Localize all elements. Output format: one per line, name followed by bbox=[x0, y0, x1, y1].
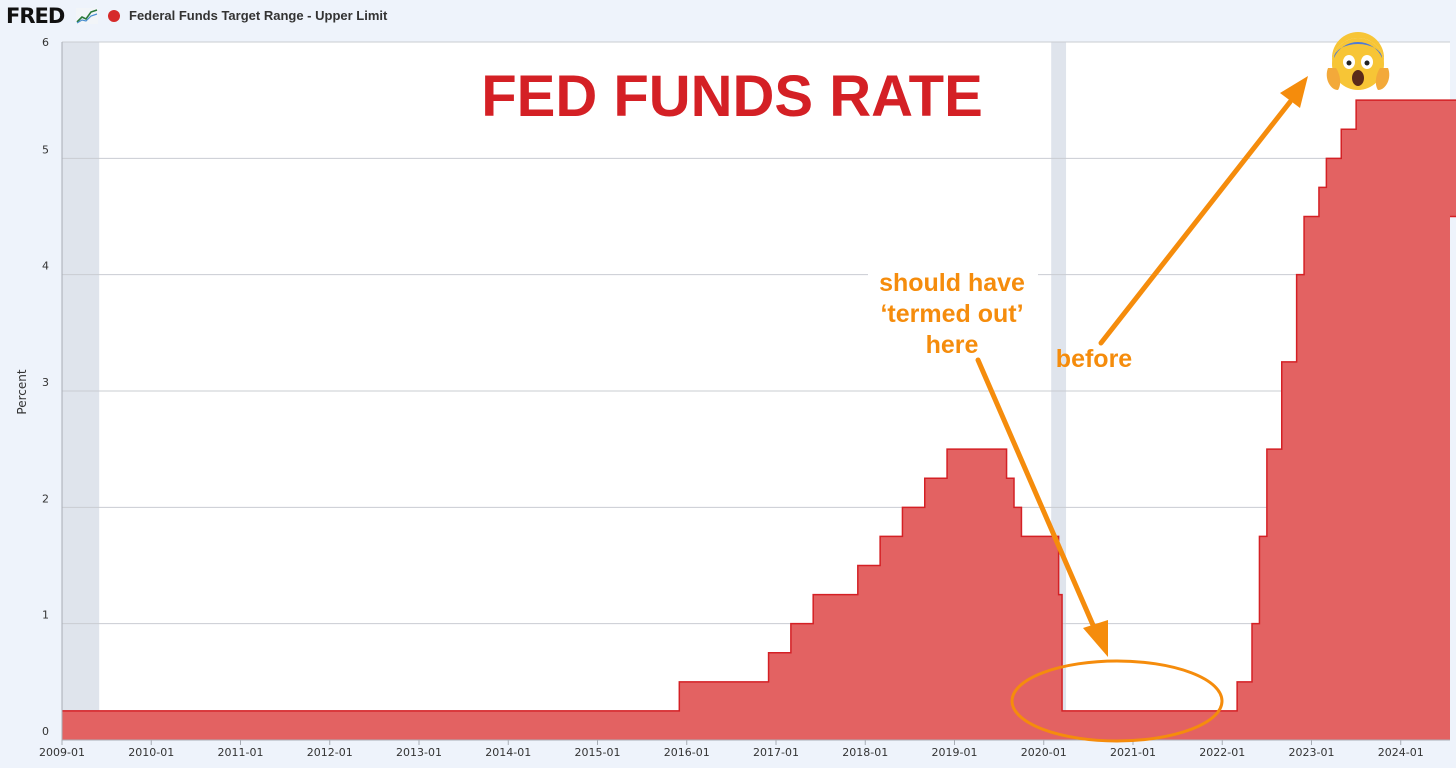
note-line-3: here bbox=[926, 331, 979, 359]
x-tick-label-11: 2020-01 bbox=[1021, 746, 1067, 759]
y-tick-labels: 0 1 2 3 4 5 6 bbox=[42, 36, 49, 738]
x-tick-label-3: 2012-01 bbox=[307, 746, 353, 759]
legend-marker bbox=[108, 10, 120, 22]
screaming-face-icon bbox=[1326, 32, 1390, 90]
y-tick-label-5: 5 bbox=[42, 143, 49, 156]
arrow-down-head bbox=[1083, 620, 1108, 657]
before-note: before bbox=[1056, 345, 1133, 373]
fred-logo[interactable]: FRED bbox=[6, 4, 65, 28]
data-series bbox=[62, 99, 1456, 740]
y-tick-label-6: 6 bbox=[42, 36, 49, 49]
y-axis-label: Percent bbox=[15, 369, 29, 414]
y-tick-label-4: 4 bbox=[42, 260, 49, 273]
x-tick-label-6: 2015-01 bbox=[575, 746, 621, 759]
y-tick-label-3: 3 bbox=[42, 376, 49, 389]
axes bbox=[61, 42, 1450, 741]
x-tick-label-9: 2018-01 bbox=[842, 746, 888, 759]
x-tick-label-1: 2010-01 bbox=[128, 746, 174, 759]
x-tick-label-7: 2016-01 bbox=[664, 746, 710, 759]
x-tick-labels: 2009-01 2010-01 2011-01 2012-01 2013-01 2014-… bbox=[39, 740, 1424, 759]
x-tick-label-15: 2024-01 bbox=[1378, 746, 1424, 759]
series-area bbox=[62, 100, 1456, 740]
x-tick-label-14: 2023-01 bbox=[1289, 746, 1335, 759]
note-line-2: ‘termed out’ bbox=[880, 300, 1023, 328]
highlight-ellipse bbox=[1010, 659, 1224, 743]
x-tick-label-2: 2011-01 bbox=[218, 746, 264, 759]
chart-title-annotation: FED FUNDS RATE bbox=[481, 64, 983, 129]
term-out-note: should have ‘termed out’ here bbox=[868, 262, 1038, 364]
note-background bbox=[868, 262, 1038, 364]
x-tick-label-8: 2017-01 bbox=[753, 746, 799, 759]
legend-label[interactable]: Federal Funds Target Range - Upper Limit bbox=[129, 8, 388, 23]
arrow-up-head bbox=[1280, 76, 1308, 108]
note-line-1: should have bbox=[879, 269, 1025, 297]
y-tick-label-1: 1 bbox=[42, 609, 49, 622]
x-tick-label-0: 2009-01 bbox=[39, 746, 85, 759]
y-tick-label-0: 0 bbox=[42, 725, 49, 738]
chart-header: FRED Federal Funds Target Range - Upper … bbox=[0, 0, 1456, 36]
x-tick-label-5: 2014-01 bbox=[485, 746, 531, 759]
arrow-down-shaft bbox=[975, 357, 1099, 635]
x-tick-label-12: 2021-01 bbox=[1110, 746, 1156, 759]
series-line bbox=[62, 99, 1456, 712]
x-tick-label-13: 2022-01 bbox=[1199, 746, 1245, 759]
chart-line-icon bbox=[76, 8, 98, 24]
x-tick-label-10: 2019-01 bbox=[932, 746, 978, 759]
y-tick-label-2: 2 bbox=[42, 492, 49, 505]
arrow-up-shaft bbox=[1098, 99, 1293, 346]
x-tick-label-4: 2013-01 bbox=[396, 746, 442, 759]
